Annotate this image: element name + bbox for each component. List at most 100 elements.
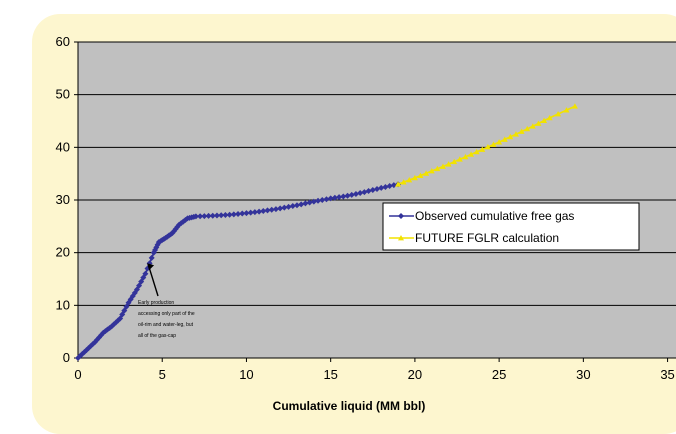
x-tick-label: 0 <box>74 367 81 382</box>
annotation-arrow <box>148 266 159 297</box>
data-point <box>226 211 233 218</box>
y-tick-label: 10 <box>56 297 70 312</box>
data-point <box>369 186 376 193</box>
data-point <box>140 274 147 281</box>
data-point <box>496 139 503 145</box>
data-point <box>136 282 143 289</box>
x-tick-label: 10 <box>239 367 253 382</box>
data-point <box>230 211 237 218</box>
data-point <box>406 176 413 183</box>
annotation-line: oil-rim and water-leg, but <box>138 322 194 328</box>
data-point <box>119 311 126 318</box>
data-point <box>479 146 486 152</box>
data-point <box>411 174 418 181</box>
y-tick-label: 60 <box>56 34 70 49</box>
annotation: Early production accessing only part of t… <box>138 263 195 339</box>
data-point <box>285 203 292 210</box>
legend-item-2: FUTURE FGLR calculation <box>389 231 559 245</box>
legend-label: Observed cumulative free gas <box>415 209 574 223</box>
data-point <box>501 136 508 142</box>
data-point <box>123 303 130 310</box>
y-tick-label: 0 <box>63 350 70 365</box>
data-point <box>289 203 296 210</box>
x-tick-label: 30 <box>576 367 590 382</box>
data-point <box>192 213 199 220</box>
annotation-line: accessing only part of the <box>138 311 195 317</box>
data-point <box>395 181 402 187</box>
x-tick-label: 5 <box>159 367 166 382</box>
legend-item-1: Observed cumulative free gas <box>389 209 574 223</box>
data-point <box>298 201 305 208</box>
data-point <box>423 170 430 176</box>
data-point <box>331 194 338 201</box>
data-point <box>256 208 263 215</box>
data-point <box>148 254 155 261</box>
data-point <box>445 161 452 167</box>
tick-labels: 0 10 20 30 40 50 60 0 5 10 15 20 25 30 35 <box>56 34 675 382</box>
data-point <box>378 184 385 191</box>
data-point <box>352 190 359 197</box>
data-point <box>247 209 254 216</box>
annotation-line: all of the gas-cap <box>138 333 176 339</box>
data-point <box>142 270 149 277</box>
data-point <box>293 202 300 209</box>
data-point <box>541 117 548 124</box>
data-point <box>336 194 343 201</box>
x-tick-label: 20 <box>408 367 422 382</box>
chart-svg: 0 10 20 30 40 50 60 0 5 10 15 20 25 30 35 Early produc… <box>56 34 676 413</box>
y-tick-label: 30 <box>56 192 70 207</box>
data-point <box>571 103 578 109</box>
annotation-arrowhead <box>147 263 155 271</box>
data-point <box>117 315 124 322</box>
data-point <box>209 212 216 219</box>
series-1 <box>75 181 402 361</box>
series-2 <box>395 103 578 187</box>
data-point <box>512 131 519 137</box>
legend: Observed cumulative free gas FUTURE FGLR … <box>382 202 640 251</box>
data-point <box>213 212 220 219</box>
data-point <box>306 199 313 206</box>
data-point <box>535 120 542 126</box>
data-point <box>473 148 480 155</box>
data-point <box>235 210 242 217</box>
legend-box <box>382 202 640 251</box>
y-tick-label: 20 <box>56 245 70 260</box>
data-point <box>201 213 208 220</box>
axes <box>74 41 676 362</box>
data-point <box>197 213 204 220</box>
data-point <box>222 212 229 219</box>
data-point <box>555 110 562 117</box>
data-point <box>281 204 288 211</box>
legend-label: FUTURE FGLR calculation <box>415 231 559 245</box>
data-point <box>239 210 246 217</box>
data-point <box>390 182 397 189</box>
data-point <box>563 107 570 113</box>
data-point <box>451 158 458 165</box>
data-point <box>361 189 368 196</box>
x-axis-label: Cumulative liquid (MM bbl) <box>273 399 426 413</box>
legend-swatch-marker <box>398 235 404 241</box>
data-point <box>365 188 372 195</box>
data-point <box>205 212 212 219</box>
annotation-line: Early production <box>138 300 174 306</box>
data-point <box>400 179 407 185</box>
data-point <box>507 133 514 140</box>
data-point <box>417 172 424 178</box>
data-point <box>374 185 380 192</box>
data-point <box>434 165 441 172</box>
data-point <box>340 193 347 200</box>
x-tick-label: 25 <box>492 367 506 382</box>
data-point <box>439 163 446 169</box>
data-point <box>268 206 275 213</box>
data-point <box>344 192 351 199</box>
data-point <box>310 198 317 205</box>
data-point <box>468 151 475 157</box>
data-point <box>218 212 225 219</box>
series-layer <box>75 103 578 361</box>
x-tick-label: 35 <box>660 367 674 382</box>
data-point <box>456 156 463 162</box>
data-point <box>323 196 330 203</box>
data-point <box>277 205 284 212</box>
data-point <box>348 191 355 198</box>
data-point <box>138 278 145 285</box>
